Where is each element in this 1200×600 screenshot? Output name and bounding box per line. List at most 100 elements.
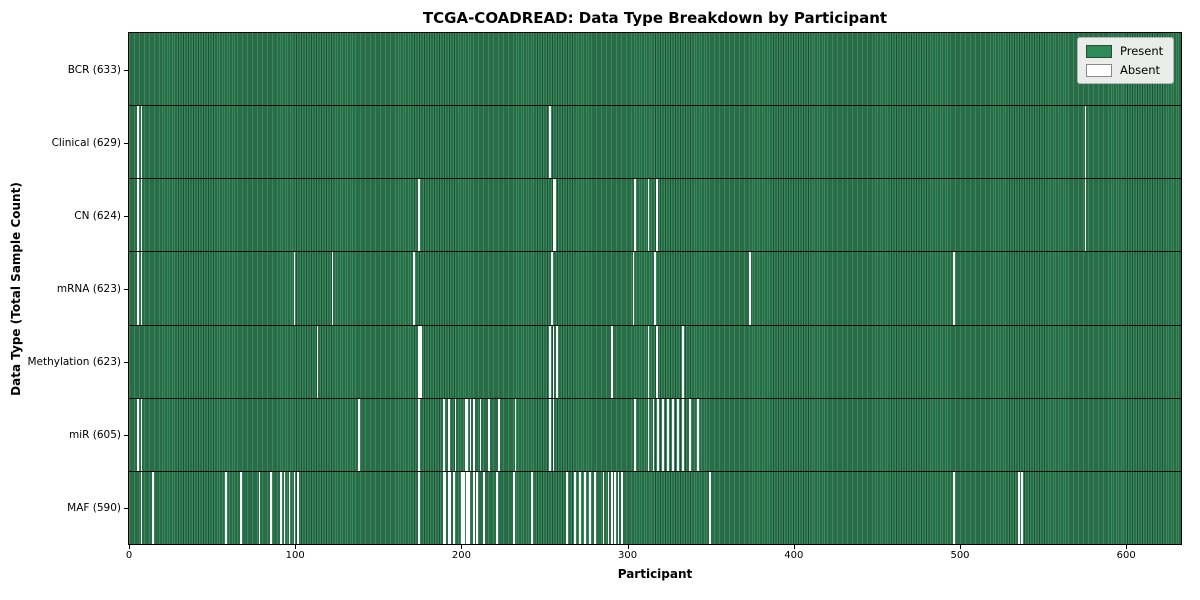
absent-stripe xyxy=(647,179,650,252)
absent-stripe xyxy=(1084,179,1087,252)
absent-stripe xyxy=(331,252,334,325)
x-tick-mark xyxy=(295,545,297,549)
absent-stripe xyxy=(1084,106,1087,179)
absent-stripe xyxy=(682,398,685,471)
x-tick-label: 200 xyxy=(451,550,471,561)
absent-stripe xyxy=(463,471,465,544)
absent-stripe xyxy=(584,471,587,544)
legend: Present Absent xyxy=(1077,37,1175,84)
absent-stripe xyxy=(418,179,420,252)
absent-stripe xyxy=(140,471,143,544)
absent-stripe xyxy=(258,471,261,544)
absent-stripe xyxy=(497,398,500,471)
data-row-mrna xyxy=(129,251,1181,325)
x-tick-mark xyxy=(1126,545,1128,549)
absent-stripe xyxy=(549,106,552,179)
absent-stripe xyxy=(496,471,498,544)
absent-stripe xyxy=(443,398,445,471)
data-row-clinical xyxy=(129,105,1181,179)
data-row-maf xyxy=(129,470,1181,544)
absent-stripe xyxy=(454,398,457,471)
absent-stripe xyxy=(607,471,610,544)
absent-stripe xyxy=(689,398,691,471)
x-tick-label: 400 xyxy=(784,550,804,561)
absent-swatch-icon xyxy=(1086,63,1112,77)
y-tick-label: CN (624) xyxy=(74,209,121,222)
y-tick-label: miR (605) xyxy=(68,428,121,441)
data-row-methylation xyxy=(129,324,1181,398)
absent-stripe xyxy=(464,398,467,471)
absent-stripe xyxy=(589,471,592,544)
absent-stripe xyxy=(574,471,577,544)
absent-stripe xyxy=(453,471,455,544)
absent-stripe xyxy=(152,471,154,544)
absent-stripe xyxy=(647,398,650,471)
present-swatch-icon xyxy=(1086,44,1112,58)
y-tick-mark xyxy=(124,434,128,436)
absent-stripe xyxy=(418,471,420,544)
absent-stripe xyxy=(647,325,650,398)
absent-stripe xyxy=(614,471,616,544)
absent-stripe xyxy=(634,179,636,252)
y-tick-label: mRNA (623) xyxy=(56,282,121,295)
absent-stripe xyxy=(652,398,655,471)
absent-stripe xyxy=(316,325,319,398)
absent-stripe xyxy=(482,471,485,544)
absent-stripe xyxy=(617,471,620,544)
x-tick-label: 600 xyxy=(1116,550,1136,561)
y-tick-label: Methylation (623) xyxy=(27,355,121,368)
absent-stripe xyxy=(137,252,139,325)
absent-stripe xyxy=(634,398,636,471)
absent-stripe xyxy=(449,471,452,544)
absent-stripe xyxy=(579,471,582,544)
absent-stripe xyxy=(667,398,670,471)
absent-stripe xyxy=(418,398,420,471)
absent-stripe xyxy=(413,252,415,325)
x-tick-mark xyxy=(461,545,463,549)
absent-stripe xyxy=(748,252,751,325)
y-tick-label: Clinical (629) xyxy=(51,136,121,149)
absent-stripe xyxy=(293,471,296,544)
absent-stripe xyxy=(672,398,675,471)
y-tick-mark xyxy=(124,288,128,290)
absent-stripe xyxy=(677,398,680,471)
absent-stripe xyxy=(655,325,658,398)
absent-stripe xyxy=(461,471,464,544)
absent-stripe xyxy=(1021,471,1024,544)
x-axis-label: Participant xyxy=(617,567,693,581)
absent-stripe xyxy=(697,398,700,471)
absent-stripe xyxy=(419,325,422,398)
absent-stripe xyxy=(469,398,472,471)
absent-stripe xyxy=(1018,471,1020,544)
absent-stripe xyxy=(418,325,420,398)
absent-stripe xyxy=(487,398,490,471)
y-tick-mark xyxy=(124,507,128,509)
x-tick-mark xyxy=(960,545,961,549)
absent-stripe xyxy=(140,398,143,471)
absent-stripe xyxy=(709,471,711,544)
absent-stripe xyxy=(296,471,299,544)
absent-stripe xyxy=(657,398,660,471)
y-tick-label: MAF (590) xyxy=(67,501,121,514)
absent-stripe xyxy=(551,252,553,325)
absent-stripe xyxy=(610,471,613,544)
x-tick-label: 300 xyxy=(618,550,638,561)
data-row-cn xyxy=(129,178,1181,252)
absent-stripe xyxy=(283,471,286,544)
absent-stripe xyxy=(270,471,272,544)
absent-stripe xyxy=(473,471,475,544)
absent-stripe xyxy=(654,252,656,325)
absent-stripe xyxy=(514,398,517,471)
x-tick-mark xyxy=(627,545,629,549)
absent-stripe xyxy=(594,471,597,544)
absent-stripe xyxy=(556,325,558,398)
absent-stripe xyxy=(280,471,282,544)
absent-stripe xyxy=(552,398,555,471)
absent-stripe xyxy=(240,471,243,544)
absent-stripe xyxy=(479,398,482,471)
absent-stripe xyxy=(552,179,555,252)
absent-stripe xyxy=(655,179,658,252)
data-row-bcr xyxy=(129,33,1181,106)
absent-stripe xyxy=(620,471,623,544)
absent-stripe xyxy=(610,325,613,398)
